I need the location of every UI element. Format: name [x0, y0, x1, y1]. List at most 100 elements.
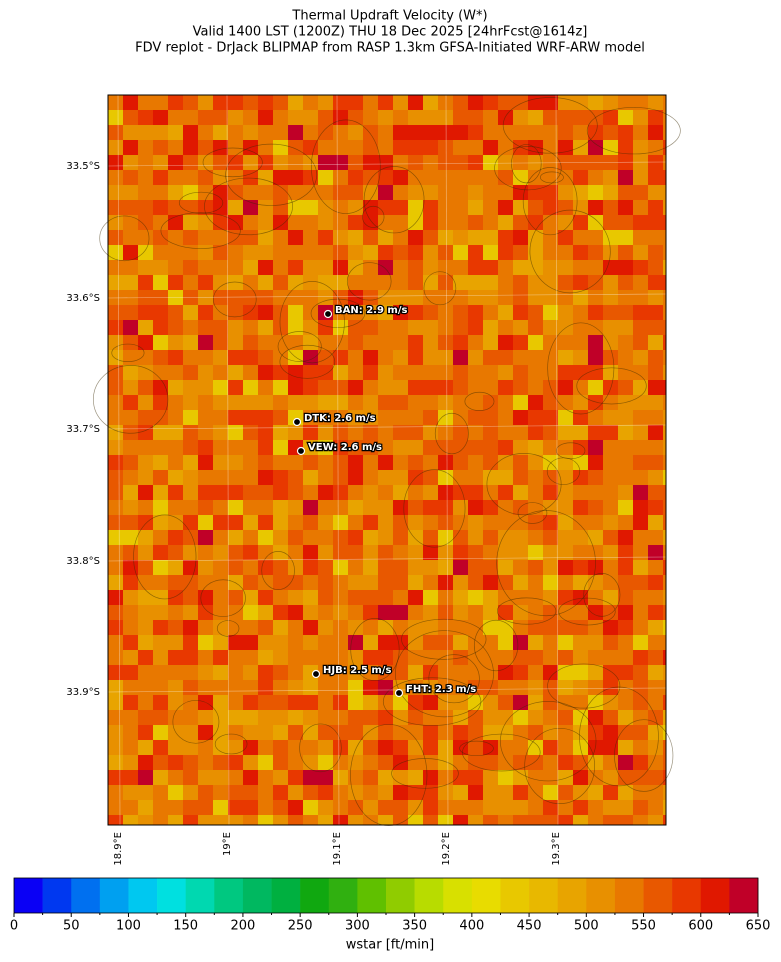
raster-cell	[543, 320, 558, 335]
raster-cell	[123, 590, 138, 605]
raster-cell	[633, 815, 648, 825]
raster-cell	[108, 530, 123, 545]
raster-cell	[588, 425, 603, 440]
raster-cell	[513, 335, 528, 350]
raster-cell	[408, 320, 423, 335]
raster-cell	[543, 740, 558, 755]
raster-cell	[198, 665, 213, 680]
contour	[391, 758, 459, 789]
raster-cell	[153, 125, 168, 140]
raster-cell	[198, 680, 213, 695]
raster-cell	[483, 485, 498, 500]
raster-cell	[438, 395, 453, 410]
raster-cell	[138, 605, 153, 620]
raster-cell	[663, 305, 666, 320]
raster-cell	[453, 320, 468, 335]
raster-cell	[618, 815, 633, 825]
contour	[558, 597, 616, 626]
raster-cell	[123, 260, 138, 275]
raster-cell	[408, 815, 423, 825]
raster-cell	[513, 545, 528, 560]
raster-cell	[138, 455, 153, 470]
raster-cell	[498, 365, 513, 380]
raster-cell	[213, 425, 228, 440]
raster-cell	[243, 590, 258, 605]
raster-cell	[318, 590, 333, 605]
raster-cell	[483, 440, 498, 455]
raster-cell	[258, 770, 273, 785]
raster-cell	[318, 185, 333, 200]
raster-cell	[558, 620, 573, 635]
contour	[464, 391, 495, 411]
raster-cell	[213, 455, 228, 470]
raster-cell	[393, 320, 408, 335]
raster-cell	[108, 650, 123, 665]
raster-cell	[243, 785, 258, 800]
colorbar-band	[14, 878, 43, 913]
raster-cell	[228, 395, 243, 410]
raster-cell	[558, 95, 573, 110]
raster-cell	[483, 710, 498, 725]
colorbar-band	[99, 878, 129, 913]
raster-cell	[663, 485, 666, 500]
raster-cell	[573, 800, 588, 815]
raster-cell	[408, 545, 423, 560]
raster-cell	[273, 575, 288, 590]
raster-cell	[198, 740, 213, 755]
raster-cell	[528, 290, 543, 305]
raster-cell	[618, 350, 633, 365]
raster-cell	[363, 395, 378, 410]
raster-cell	[138, 440, 153, 455]
raster-cell	[378, 95, 393, 110]
raster-cell	[258, 380, 273, 395]
raster-cell	[288, 365, 303, 380]
raster-cell	[213, 560, 228, 575]
raster-cell	[513, 590, 528, 605]
raster-cell	[333, 440, 348, 455]
raster-cell	[258, 755, 273, 770]
raster-cell	[408, 455, 423, 470]
raster-cell	[183, 635, 198, 650]
raster-cell	[468, 800, 483, 815]
raster-cell	[183, 125, 198, 140]
raster-cell	[258, 515, 273, 530]
raster-cell	[243, 425, 258, 440]
raster-cell	[108, 290, 123, 305]
raster-cell	[408, 500, 423, 515]
raster-cell	[423, 740, 438, 755]
raster-cell	[483, 215, 498, 230]
raster-cell	[423, 470, 438, 485]
raster-cell	[633, 110, 648, 125]
contour	[547, 663, 621, 709]
raster-cell	[408, 770, 423, 785]
raster-cell	[363, 305, 378, 320]
raster-cell	[663, 380, 666, 395]
raster-cell	[363, 320, 378, 335]
raster-cell	[663, 740, 666, 755]
raster-cell	[528, 440, 543, 455]
raster-cell	[168, 575, 183, 590]
raster-cell	[453, 335, 468, 350]
raster-cell	[318, 635, 333, 650]
raster-cell	[108, 185, 123, 200]
raster-cell	[363, 170, 378, 185]
raster-cell	[228, 125, 243, 140]
raster-cell	[273, 695, 288, 710]
colorbar-band	[729, 878, 759, 913]
raster-cell	[243, 710, 258, 725]
raster-cell	[528, 230, 543, 245]
raster-cell	[438, 530, 453, 545]
raster-cell	[483, 770, 498, 785]
raster-cell	[648, 650, 663, 665]
raster-cell	[183, 95, 198, 110]
raster-cell	[528, 545, 543, 560]
raster-cell	[498, 665, 513, 680]
raster-cell	[603, 515, 618, 530]
raster-cell	[303, 170, 318, 185]
raster-cell	[573, 635, 588, 650]
raster-cell	[588, 755, 603, 770]
contour	[496, 597, 557, 625]
raster-cell	[393, 470, 408, 485]
raster-cell	[393, 230, 408, 245]
raster-cell	[288, 620, 303, 635]
